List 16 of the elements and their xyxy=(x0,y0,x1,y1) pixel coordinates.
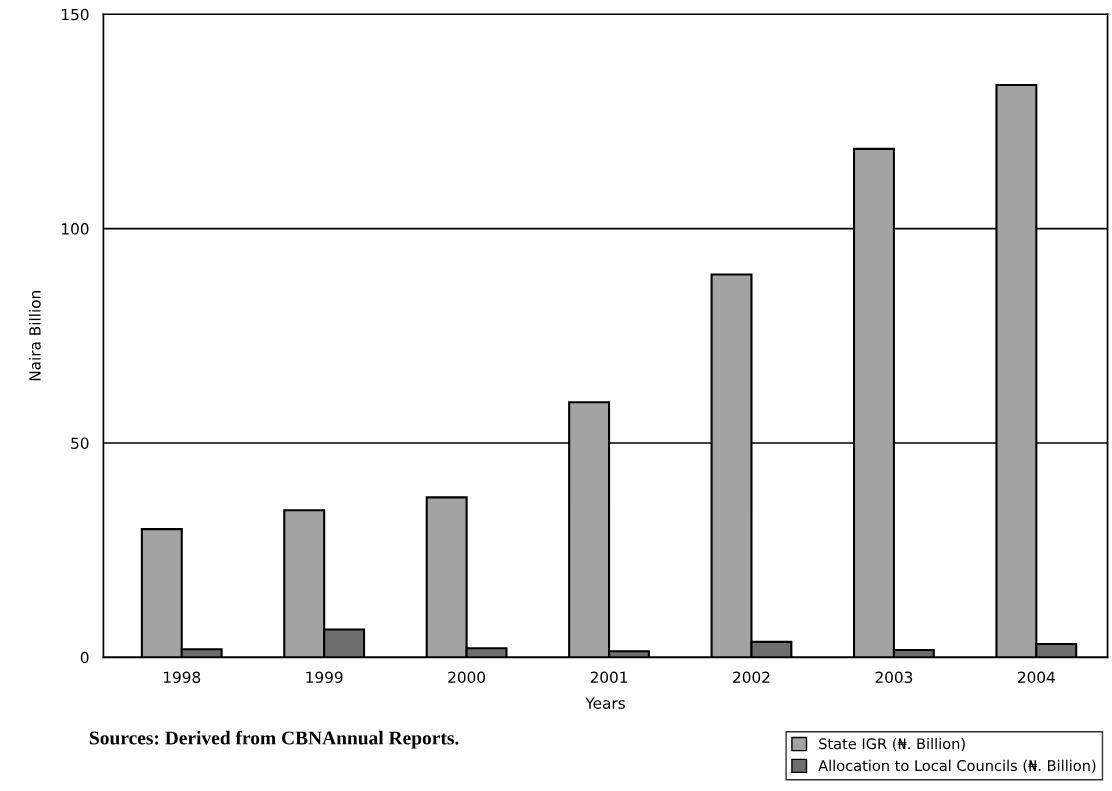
y-tick-label: 150 xyxy=(62,8,89,21)
y-tick-label: 0 xyxy=(80,651,89,664)
y-axis-title: Naira Billion xyxy=(28,291,41,381)
x-tick-label: 2000 xyxy=(448,671,486,684)
source-note: Sources: Derived from CBNAnnual Reports. xyxy=(90,730,459,749)
y-tick-label: 50 xyxy=(71,437,89,449)
y-tick-label: 100 xyxy=(62,223,89,235)
x-tick-label: 2001 xyxy=(590,671,628,684)
legend-label: Allocation to Local Councils (₦. Billion) xyxy=(818,759,1096,773)
x-tick-label: 2003 xyxy=(875,671,913,684)
x-tick-label: 2002 xyxy=(733,671,770,684)
legend-label: State IGR (₦. Billion) xyxy=(819,737,965,751)
x-axis-title: Years xyxy=(585,697,625,709)
x-tick-label: 1999 xyxy=(306,671,343,684)
x-tick-label: 1998 xyxy=(163,671,201,684)
x-tick-label: 2004 xyxy=(1018,671,1055,684)
